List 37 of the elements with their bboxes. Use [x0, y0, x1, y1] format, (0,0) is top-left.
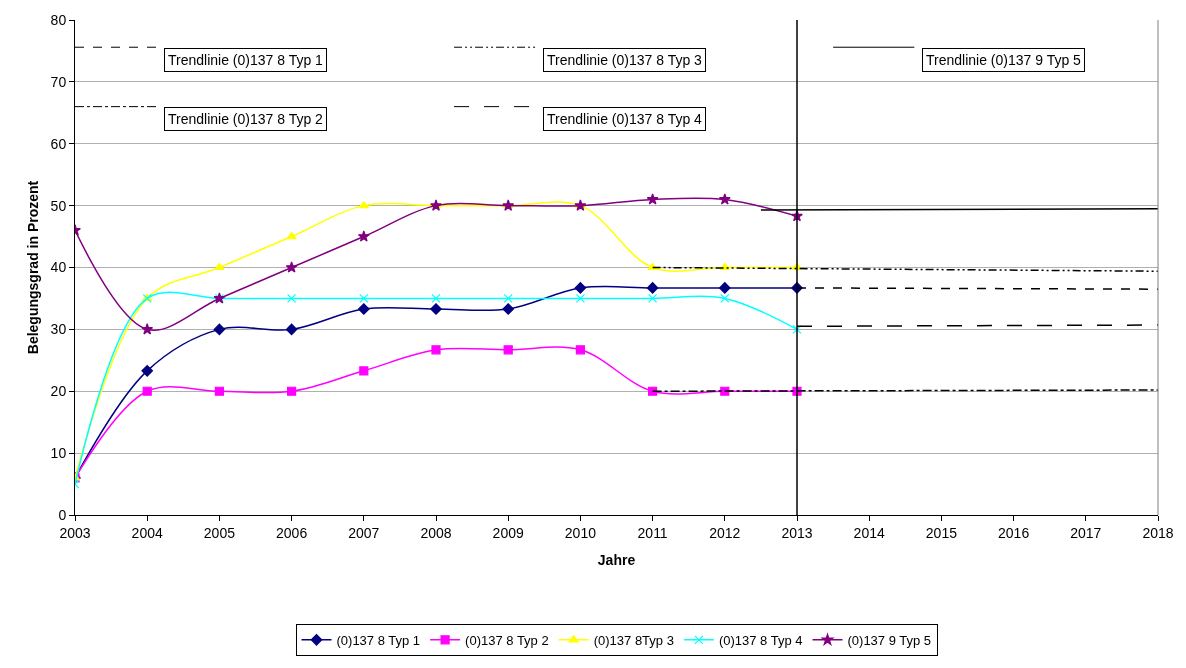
x-tick-label: 2018 — [1142, 524, 1174, 541]
legend-label: (0)137 8Typ 3 — [593, 632, 674, 648]
y-tick-label: 0 — [58, 506, 67, 523]
x-tick-label: 2005 — [203, 524, 236, 541]
x-tick-label: 2015 — [925, 524, 958, 541]
x-tick-label: 2016 — [998, 524, 1030, 541]
x-axis-title: Jahre — [597, 552, 636, 569]
x-tick-label: 2013 — [781, 524, 813, 541]
legend-label: (0)137 8 Typ 2 — [465, 632, 549, 648]
x-tick-label: 2004 — [131, 524, 163, 541]
y-axis-title: Belegungsgrad in Prozent — [25, 180, 42, 355]
y-tick-label: 80 — [50, 11, 67, 28]
y-tick-label: 50 — [50, 197, 67, 214]
text: Trendlinie (0)137 9 Typ 5 — [926, 52, 1082, 68]
x-tick-label: 2003 — [59, 524, 91, 541]
x-tick-label: 2007 — [348, 524, 380, 541]
legend-label: (0)137 9 Typ 5 — [847, 632, 932, 648]
y-tick-label: 70 — [50, 73, 67, 90]
x-tick-label: 2012 — [709, 524, 741, 541]
y-tick-label: 40 — [50, 259, 67, 276]
x-tick-label: 2017 — [1070, 524, 1102, 541]
text: Trendlinie (0)137 8 Typ 1 — [168, 52, 324, 68]
x-tick-label: 2008 — [420, 524, 452, 541]
legend-label: (0)137 8 Typ 1 — [336, 632, 421, 648]
legend-label: (0)137 8 Typ 4 — [718, 632, 803, 648]
text: Trendlinie (0)137 8 Typ 2 — [168, 111, 324, 127]
y-tick-label: 20 — [50, 383, 67, 400]
text: Trendlinie (0)137 8 Typ 4 — [547, 111, 703, 127]
x-tick-label: 2009 — [492, 524, 524, 541]
x-tick-label: 2006 — [276, 524, 308, 541]
x-tick-label: 2010 — [564, 524, 597, 541]
x-tick-label: 2011 — [637, 524, 668, 541]
y-tick-label: 60 — [50, 135, 67, 152]
text: Trendlinie (0)137 8 Typ 3 — [547, 52, 703, 68]
y-tick-label: 30 — [50, 321, 67, 338]
y-tick-label: 10 — [50, 445, 67, 462]
x-tick-label: 2014 — [853, 524, 885, 541]
